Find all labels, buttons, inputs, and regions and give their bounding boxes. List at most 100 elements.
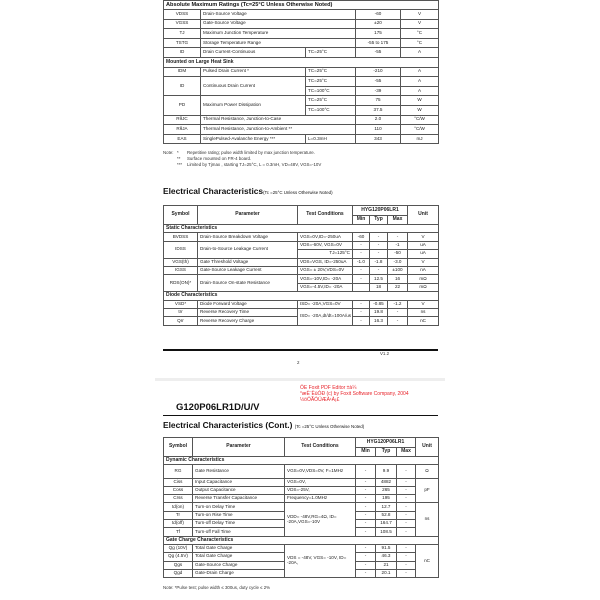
table-cell: °C [400,37,439,49]
table-cell: 4882 [375,477,397,487]
table-row: ID Continuous Drain Current TC=25°C -55 A [163,76,439,97]
table-cell: - [355,485,376,496]
table-cell: -60 [355,9,401,20]
table-cell: TSTG [163,37,201,49]
table-row: Crss Reverse Transfer Capacitance Frequenc… [163,494,439,504]
table-cell: VGSS [163,18,201,30]
table-cell: - [395,485,417,496]
table-cell: Turn-off Fall Time [192,527,285,537]
table-cell: - [355,519,376,529]
table-cell: - [355,552,376,562]
note-text: Repetitive rating; pulse width limited b… [187,150,315,155]
table-row: VGSS Gate-Source Voltage ±20 V [163,18,439,30]
foxit-watermark: ÖE Foxit PDF Editor ±à¼­ °æÈ¨ËùÓÐ (c) by… [300,385,409,403]
table-cell: Gate-Source Voltage [200,18,356,30]
table-cell: VGS(th) [163,257,198,267]
table-cell: - [355,477,376,487]
table-cell: td(on) [163,502,193,512]
header-row: Symbol Parameter Test Conditions HYG120P06L… [163,437,440,457]
table-cell: 46.3 [375,552,397,562]
table-cell: Diode Forward Voltage [197,299,298,309]
table-cell: VDS=VGS, ID=-250uA [297,257,353,267]
table-cell: Maximum Power Dissipation [200,95,306,116]
table-row: EAS SinglePulsed-Avalanche Energy *** L=0.… [163,133,439,145]
table-cell: TJ=125°C [297,249,353,259]
symbol-header: Symbol [163,205,198,225]
table-cell: mΩ [407,282,440,293]
table-cell: VDS=-60V, VGS=0V [297,240,353,251]
table-cell: V [407,257,440,267]
section-row: Diode Characteristics [162,291,440,301]
table-cell: VGS=0V, [284,477,356,487]
table-cell: A [400,85,439,97]
table-row: RθJC Thermal Resistance, Junction-to-Case… [163,114,439,126]
table-cell: -210 [355,66,401,78]
table-cell: nC [415,543,440,579]
table-cell: TC=100°C [305,104,356,116]
table-cell: 22 [386,282,409,293]
table-cell: TC=25°C [305,76,356,87]
table-cell: 110 [355,124,401,135]
table-cell: Turn-on Delay Time [192,502,285,512]
table-cell: -0.85 [369,299,388,309]
header-row: Symbol Parameter Test Conditions HYG120P06L… [163,205,440,225]
absolute-max-ratings-table: Absolute Maximum Ratings (Tc=25°C Unless… [163,0,439,145]
table-cell: RDS(ON)* [163,274,198,293]
section-label: Gate Charge Characteristics [162,535,440,545]
table-cell: -1.8 [369,257,388,267]
table-cell: - [369,232,388,242]
table-cell: -50 [386,249,409,259]
table-cell: nC [407,316,440,326]
table-cell: -60 [352,232,370,242]
table-row: VDSS Drain-Source Voltage -60 V [163,9,439,20]
table-row: BVDSS Drain-Source Breakdown Voltage VGS=0… [163,232,440,242]
table-cell: 16 [386,274,409,284]
note-mark: *** [177,162,183,168]
table-cell: Pulsed Drain Current * [200,66,306,78]
table-cell: - [395,464,417,479]
table-cell: - [352,240,370,251]
table-cell: td(off) [163,519,193,529]
table-cell: °C/W [400,124,439,135]
table-row: RθJA Thermal Resistance, Junction-to-Ambi… [163,124,439,135]
table-cell: - [355,510,376,521]
table-cell: - [395,527,417,537]
table-cell: trr [163,307,198,318]
parameter-header: Parameter [197,205,298,225]
table-row: Qg (10V) Total Gate Charge VDS = -48V, VGS… [163,543,440,579]
table-cell: 20.1 [375,568,397,579]
heading-text: Electrical Characteristics [163,186,264,196]
table-cell: -39 [355,85,401,97]
table-cell: V [407,299,440,309]
page-separator [155,378,445,381]
table-cell: ISD= -20A,dI/dt=100A/us [297,307,353,326]
table-cell: Qg (10V) [163,543,193,554]
table-cell: VSD* [163,299,198,309]
table-row: ID Drain Current-Continuous TC=25°C -55 A [163,47,439,58]
table-cell: -55 [355,47,401,58]
section-label: Dynamic Characteristics [162,455,440,466]
table-cell: - [395,543,417,554]
table-cell: Reverse Recovery Charge [197,316,298,326]
table-cell: - [369,240,388,251]
electrical-characteristics-cont-table: Symbol Parameter Test Conditions HYG120P06L… [162,437,440,579]
table-cell: Thermal Resistance, Junction-to-Ambient … [200,124,356,135]
table-cell: Gate-Source Leakage Current [197,265,298,276]
table-cell: 265 [375,485,397,496]
table-cell: -1.2 [386,299,409,309]
table-cell: - [355,568,376,579]
table-cell: SinglePulsed-Avalanche Energy *** [200,133,306,145]
table-cell: mJ [400,133,439,145]
table-cell: -3.0 [386,257,409,267]
max-header: Max [386,215,409,225]
table-cell: Total Gate Charge [192,552,285,562]
heading-text: Electrical Characteristics (Cont.) [163,420,293,430]
table-cell: 164.7 [375,519,397,529]
table-cell: IDM [163,66,201,78]
table-cell: °C [400,28,439,39]
table-cell: Gate-Drain Charge [192,568,285,579]
table-cell: 19.8 [369,307,388,318]
table-cell: - [395,502,417,512]
table-row: trr Reverse Recovery Time ISD= -20A,dI/dt=… [163,307,440,326]
note-text: Limited by Tjmax , starting TJ=25°C, L =… [187,162,322,168]
